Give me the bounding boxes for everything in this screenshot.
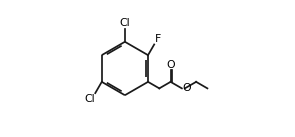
Text: O: O: [167, 60, 175, 69]
Text: O: O: [183, 83, 191, 93]
Text: F: F: [155, 34, 162, 44]
Text: Cl: Cl: [119, 18, 130, 28]
Text: Cl: Cl: [84, 94, 95, 104]
